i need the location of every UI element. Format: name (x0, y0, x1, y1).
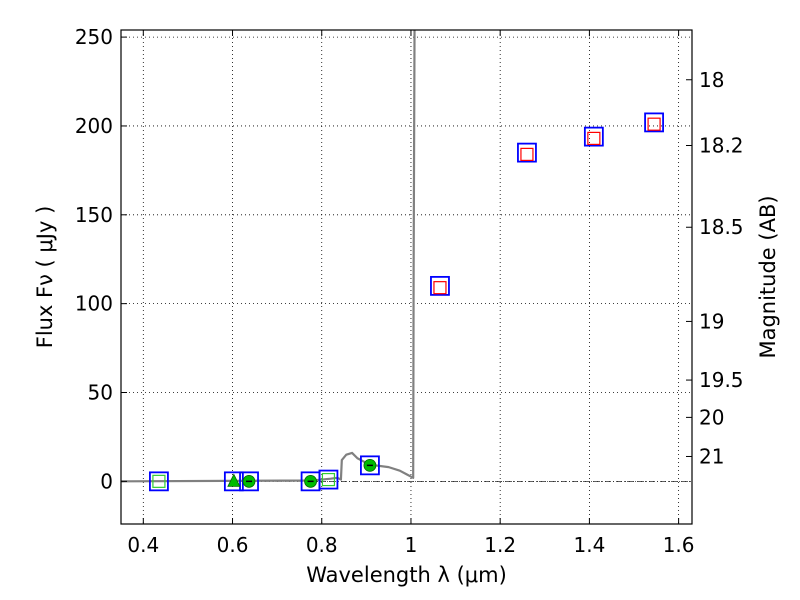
x-tick-label: 1 (405, 533, 418, 557)
right-tick-label: 19.5 (699, 368, 744, 392)
axis-ticks: 0.4 0.6 0.8 1 1.2 1.4 1.6 0 50 100 150 200 250 18 18.2… (75, 25, 744, 557)
series-observed-photometry (149, 112, 664, 492)
upper-limit-point (227, 473, 241, 487)
right-tick-label: 18 (699, 68, 724, 92)
x-tick-label: 1.6 (663, 533, 695, 557)
x-tick-label: 0.4 (127, 533, 159, 557)
y-tick-label: 200 (75, 114, 113, 138)
model-point (433, 281, 447, 295)
model-point (152, 474, 166, 488)
right-tick-label: 18.5 (699, 215, 744, 239)
right-axis-label: Magnitude (AB) (756, 195, 780, 358)
right-tick-label: 18.2 (699, 134, 744, 158)
series-upper-limit (227, 473, 241, 487)
y-tick-label: 0 (100, 469, 113, 493)
observed-point (149, 471, 169, 492)
right-tick-label: 19 (699, 309, 724, 333)
series-detections (242, 458, 377, 488)
y-axis-label: Flux Fν ( μJy ) (33, 206, 57, 349)
y-tick-label: 150 (75, 203, 113, 227)
model-point (321, 472, 336, 487)
observed-point (644, 112, 664, 133)
observed-point (239, 471, 259, 492)
observed-point (430, 275, 450, 296)
model-point (647, 117, 661, 131)
observed-point (517, 142, 537, 163)
right-tick-label: 20 (699, 405, 724, 429)
spectrum-line (121, 30, 416, 483)
model-point (520, 147, 534, 161)
series-low-flux-model-points (152, 472, 336, 488)
x-tick-label: 1.4 (573, 533, 605, 557)
x-tick-label: 1.2 (484, 533, 516, 557)
y-tick-label: 100 (75, 292, 113, 316)
y-tick-label: 250 (75, 25, 113, 49)
x-tick-label: 0.8 (306, 533, 338, 557)
observed-point (583, 126, 604, 147)
plot-frame (120, 29, 693, 525)
observed-point (318, 469, 339, 490)
series-model-spectrum (121, 30, 416, 483)
observed-point (360, 455, 380, 476)
y-tick-label: 50 (88, 381, 113, 405)
x-axis-label: Wavelength λ (μm) (306, 563, 507, 587)
plot-area (121, 30, 664, 492)
right-tick-label: 21 (699, 444, 724, 468)
series-model-photometry (433, 117, 661, 295)
grid-lines (121, 30, 692, 524)
x-tick-label: 0.6 (217, 533, 249, 557)
model-point (587, 131, 601, 145)
